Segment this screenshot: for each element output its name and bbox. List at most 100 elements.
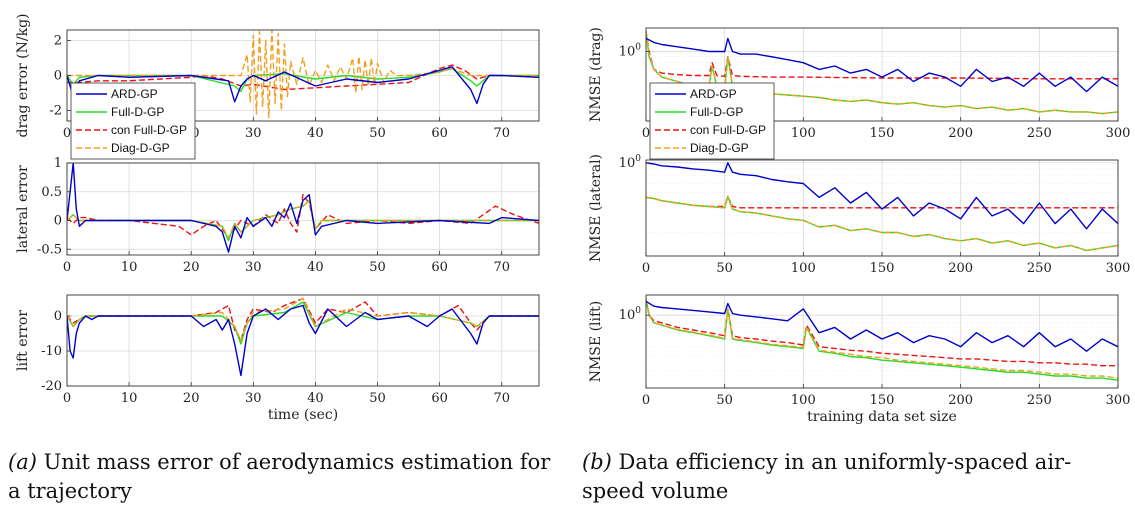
- series-line-ard-gp: [67, 66, 539, 105]
- x-tick-label: 30: [245, 126, 262, 141]
- y-tick-label: -10: [41, 344, 62, 359]
- x-tick-label: 250: [1027, 126, 1052, 141]
- x-tick-label: 60: [431, 260, 448, 275]
- y-axis-label: NMSE (lateral): [588, 154, 604, 262]
- series-group: [646, 162, 1118, 252]
- x-tick-label: 70: [493, 260, 510, 275]
- x-axis-label: time (sec): [268, 407, 338, 423]
- y-tick-label: 100: [619, 306, 642, 323]
- y-axis-label: drag error (N/kg): [15, 14, 31, 138]
- series-group: [646, 298, 1118, 381]
- x-tick-label: 300: [1106, 261, 1131, 276]
- series-group: [67, 30, 539, 119]
- series-line-con-full-d-gp: [646, 298, 1118, 367]
- x-tick-label: 100: [791, 393, 816, 408]
- series-group: [67, 297, 539, 377]
- legend-label-con-full-d-gp: con Full-D-GP: [690, 123, 766, 137]
- x-tick-label: 40: [307, 126, 324, 141]
- series-line-ard-gp: [646, 37, 1118, 93]
- x-tick-label: 100: [791, 126, 816, 141]
- x-tick-label: 40: [307, 391, 324, 406]
- y-tick-label: 100: [619, 43, 642, 60]
- series-line-ard-gp: [646, 162, 1118, 230]
- x-tick-label: 150: [870, 126, 895, 141]
- y-axis-label: NMSE (lift): [588, 301, 604, 383]
- y-axis-label: lateral error: [15, 165, 31, 253]
- x-tick-label: 0: [642, 126, 650, 141]
- caption-a-letter: (a): [8, 450, 37, 474]
- x-tick-label: 150: [870, 261, 895, 276]
- x-tick-label: 0: [63, 391, 71, 406]
- caption-b: (b) Data efficiency in an uniformly-spac…: [582, 448, 1130, 506]
- x-tick-label: 50: [369, 260, 386, 275]
- legend-label-full-d-gp: Full-D-GP: [690, 105, 743, 119]
- legend-label-diag-d-gp: Diag-D-GP: [111, 141, 170, 155]
- caption-b-letter: (b): [582, 450, 612, 474]
- y-tick-label: -0.5: [37, 242, 62, 257]
- chart-panel-b-lateral: 0 50 100 150 200 250 300 100 NMSE (lateral): [588, 154, 1130, 276]
- legend: ARD-GP Full-D-GP con Full-D-GP Diag-D-GP: [649, 82, 775, 160]
- series-group: [67, 163, 539, 253]
- chart-panel-b-lift: 0 50 100 150 200 250 300 100 NMSE (lift) training…: [588, 294, 1131, 425]
- legend-label-ard-gp: ARD-GP: [111, 87, 158, 101]
- x-tick-label: 70: [493, 126, 510, 141]
- legend-label-full-d-gp: Full-D-GP: [111, 105, 164, 119]
- x-tick-label: 0: [642, 393, 650, 408]
- legend-box: [649, 82, 775, 160]
- axes-frame: [66, 162, 540, 256]
- x-tick-label: 300: [1106, 393, 1131, 408]
- y-tick-label: -20: [41, 379, 62, 394]
- y-tick-label: 2: [54, 34, 62, 49]
- series-line-con-full-d-gp: [67, 64, 539, 91]
- x-tick-label: 20: [183, 260, 200, 275]
- y-axis-label: NMSE (drag): [588, 27, 604, 122]
- x-tick-label: 50: [716, 393, 733, 408]
- series-line-ard-gp: [646, 300, 1118, 352]
- x-tick-label: 0: [63, 126, 71, 141]
- series-line-con-full-d-gp: [67, 193, 539, 239]
- y-tick-label: 0: [54, 69, 62, 84]
- series-line-diag-d-gp: [646, 298, 1118, 379]
- x-tick-label: 40: [307, 260, 324, 275]
- y-tick-label: 1: [54, 156, 62, 171]
- legend-box: [70, 82, 196, 160]
- x-tick-label: 10: [121, 391, 138, 406]
- x-tick-label: 20: [183, 391, 200, 406]
- x-tick-label: 50: [369, 126, 386, 141]
- series-line-full-d-gp: [646, 298, 1118, 381]
- y-tick-label: 0.5: [41, 185, 62, 200]
- x-axis-label: training data set size: [807, 409, 957, 425]
- series-line-diag-d-gp: [67, 30, 539, 119]
- legend-label-diag-d-gp: Diag-D-GP: [690, 141, 749, 155]
- x-tick-label: 250: [1027, 261, 1052, 276]
- y-axis-label: lift error: [15, 310, 31, 371]
- x-tick-label: 100: [791, 261, 816, 276]
- x-tick-label: 30: [245, 260, 262, 275]
- legend-label-ard-gp: ARD-GP: [690, 87, 737, 101]
- plot-area: [67, 163, 539, 255]
- legend: ARD-GP Full-D-GP con Full-D-GP Diag-D-GP: [70, 82, 196, 160]
- x-tick-label: 0: [63, 260, 71, 275]
- x-tick-label: 70: [493, 391, 510, 406]
- x-tick-label: 60: [431, 126, 448, 141]
- axes-frame: [66, 294, 540, 387]
- x-tick-label: 60: [431, 391, 448, 406]
- x-tick-label: 150: [870, 393, 895, 408]
- y-tick-label: -2: [49, 104, 62, 119]
- x-tick-label: 200: [948, 393, 973, 408]
- x-tick-label: 300: [1106, 126, 1131, 141]
- x-tick-label: 50: [716, 261, 733, 276]
- x-tick-label: 200: [948, 261, 973, 276]
- y-tick-label: 100: [619, 154, 642, 171]
- x-tick-label: 30: [245, 391, 262, 406]
- chart-panel-a-lift: 0 10 20 30 40 50 60 70 -20 -10 0 lift error time (se…: [15, 294, 540, 423]
- series-line-diag-d-gp: [646, 195, 1118, 252]
- y-tick-label: 0: [54, 214, 62, 229]
- legend-label-con-full-d-gp: con Full-D-GP: [111, 123, 187, 137]
- x-tick-label: 50: [369, 391, 386, 406]
- caption-a: (a) Unit mass error of aerodynamics esti…: [8, 448, 553, 506]
- x-tick-label: 0: [642, 261, 650, 276]
- x-tick-label: 10: [121, 260, 138, 275]
